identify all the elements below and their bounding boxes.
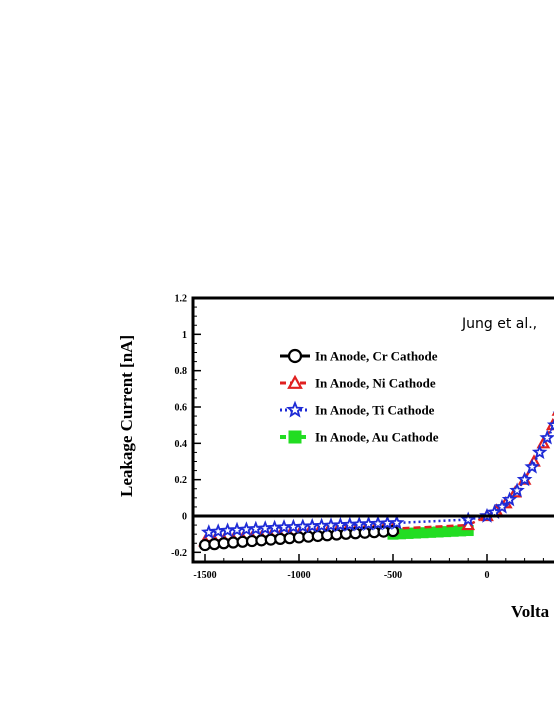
data-point — [501, 491, 518, 507]
x-tick-label: -1500 — [193, 570, 216, 581]
data-point — [379, 515, 396, 530]
y-tick-label: 1.2 — [175, 294, 188, 305]
data-point — [351, 516, 367, 531]
legend-item: In Anode, Ti Cathode — [280, 400, 435, 418]
plot-frame — [191, 296, 554, 564]
data-point — [287, 374, 303, 389]
data-point — [323, 517, 339, 533]
series-in-anode-ti-cathode — [200, 411, 554, 539]
data-point — [266, 519, 283, 535]
data-point — [210, 523, 226, 539]
y-tick-label: 0 — [182, 512, 187, 523]
data-point — [200, 524, 217, 539]
data-point — [247, 520, 264, 536]
annotation-text: Jung et al., — [461, 316, 537, 332]
legend-label: In Anode, Cr Cathode — [315, 349, 438, 364]
y-tick-label: 1 — [182, 330, 187, 341]
y-tick-label: 0.6 — [175, 403, 188, 414]
data-point — [294, 518, 311, 534]
data-point — [460, 511, 477, 527]
legend-label: In Anode, Ni Cathode — [315, 376, 436, 391]
legend-label: In Anode, Au Cathode — [315, 430, 439, 445]
x-axis-title: Volta — [511, 602, 550, 621]
legend-item: In Anode, Au Cathode — [280, 430, 439, 445]
data-point — [287, 348, 303, 364]
x-tick-label: -500 — [384, 570, 402, 581]
data-point — [238, 521, 255, 537]
data-point — [332, 516, 349, 532]
data-point — [286, 400, 304, 418]
legend: In Anode, Cr Cathode In Anode, Ni Cathode… — [280, 349, 439, 445]
legend-item: In Anode, Ni Cathode — [280, 374, 436, 391]
data-point — [285, 518, 302, 534]
data-point — [229, 521, 245, 537]
x-tick-label: 0 — [485, 570, 490, 581]
data-point — [360, 515, 377, 531]
y-tick-label: 0.4 — [175, 439, 188, 450]
data-point — [539, 429, 554, 445]
y-tick-label: 0.2 — [175, 475, 188, 486]
data-point — [516, 471, 533, 487]
axes-layer: 1.2 1 0.8 0.6 0.4 0.2 0 -0.2 -1500 -1000 -500 0 — [171, 294, 554, 581]
legend-label: In Anode, Ti Cathode — [315, 403, 435, 418]
data-point — [509, 482, 525, 498]
data-point — [288, 430, 302, 444]
y-tick-label: -0.2 — [171, 548, 187, 559]
data-point — [341, 516, 358, 532]
data-point — [276, 519, 292, 534]
data-point — [524, 458, 540, 474]
data-point — [313, 517, 330, 533]
data-point — [257, 520, 273, 535]
legend-item: In Anode, Cr Cathode — [280, 349, 438, 364]
series-layer — [198, 411, 554, 552]
y-axis-title: Leakage Current [nA] — [117, 335, 136, 497]
data-point — [370, 515, 386, 531]
data-point — [531, 444, 548, 460]
y-tick-label: 0.8 — [175, 366, 188, 377]
data-point — [388, 514, 405, 530]
data-point — [219, 522, 236, 538]
data-point — [304, 517, 321, 533]
data-point — [546, 418, 554, 432]
x-tick-label: -1000 — [287, 570, 310, 581]
